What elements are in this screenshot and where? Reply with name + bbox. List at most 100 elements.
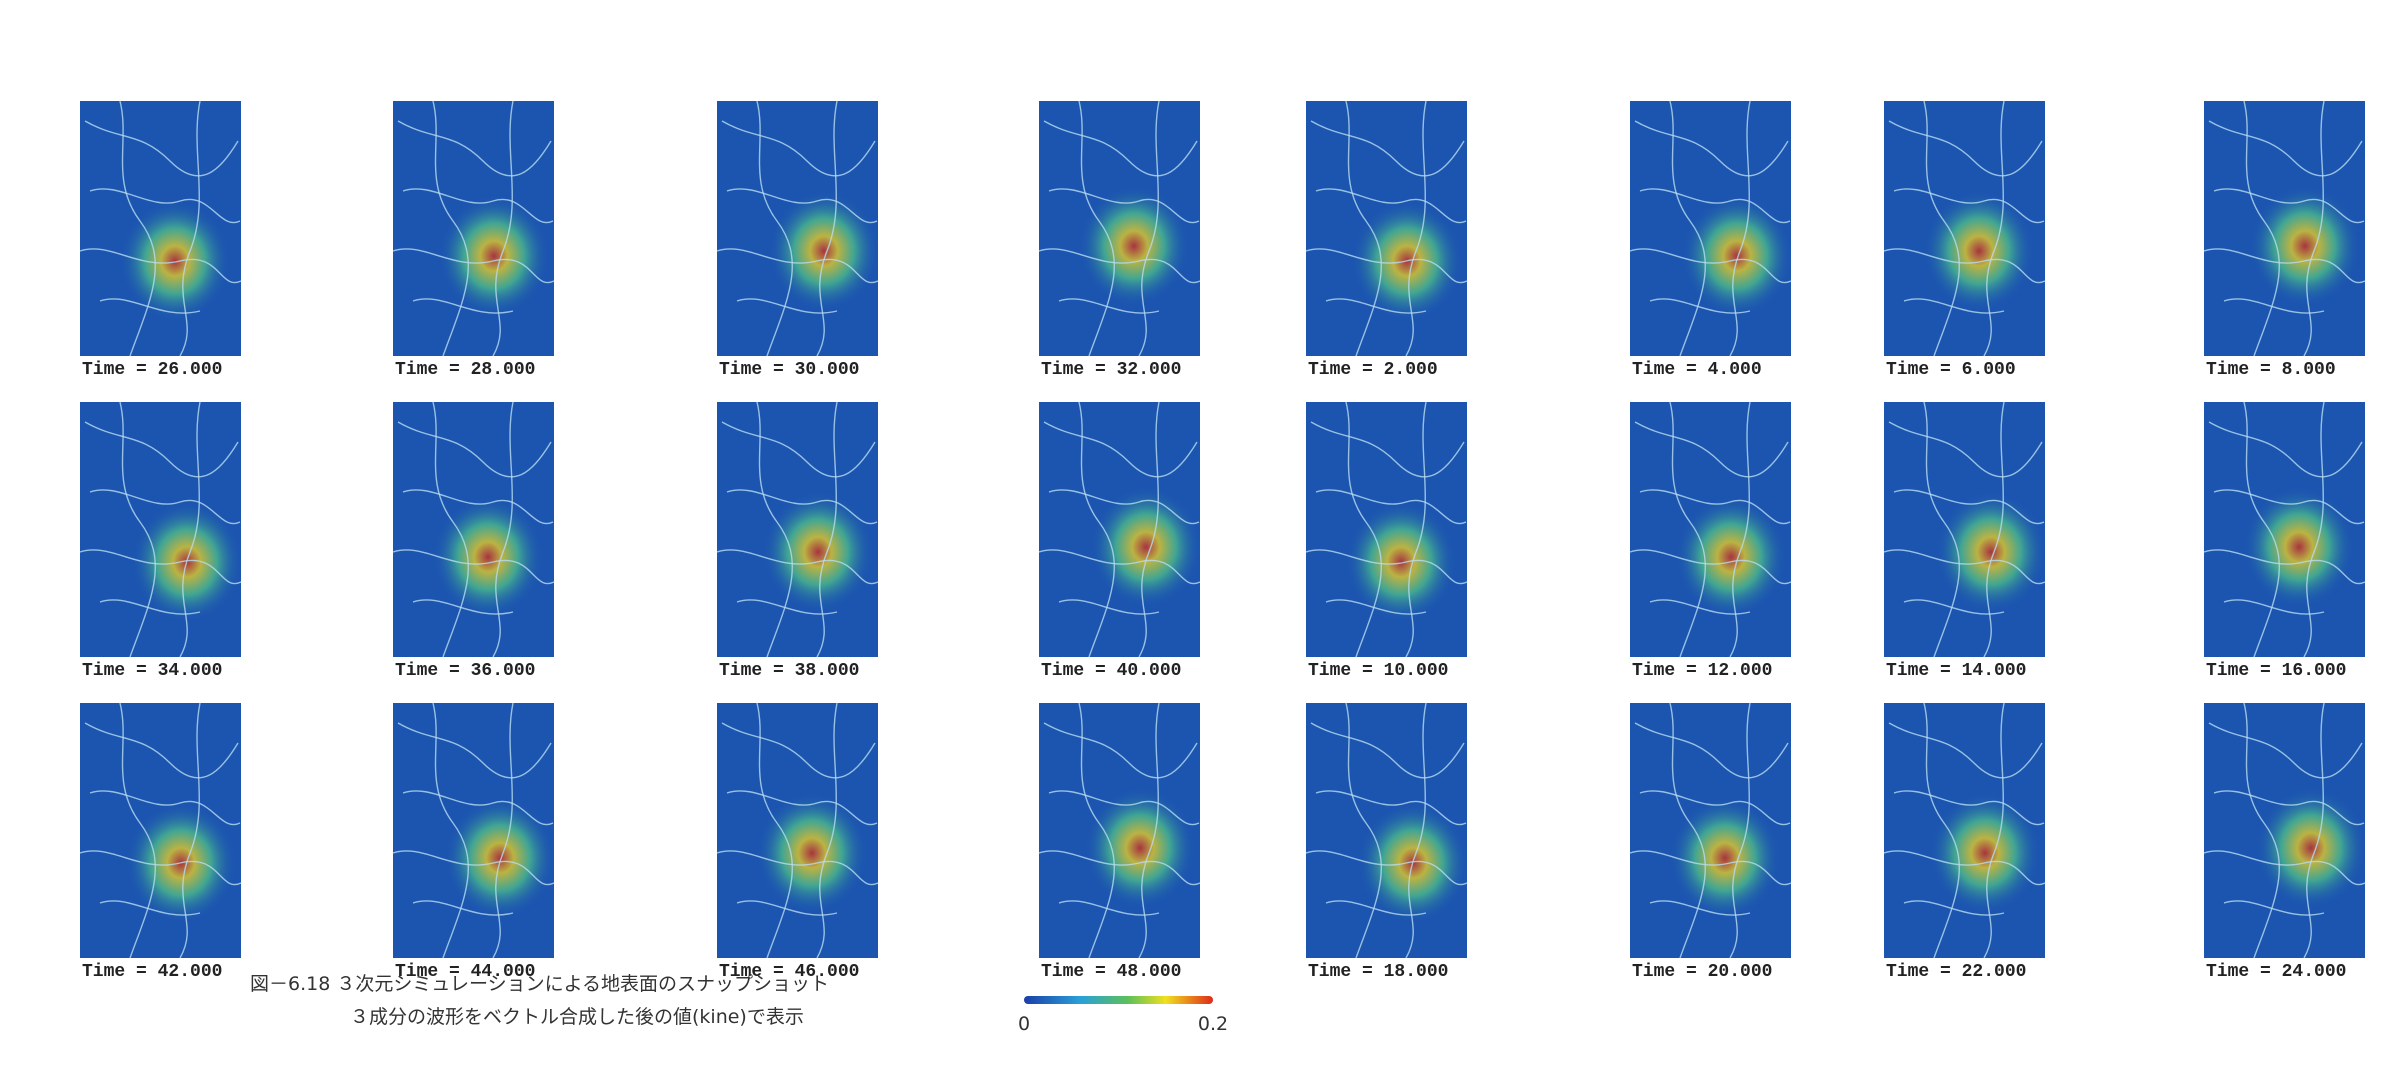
hotspot — [1930, 793, 2040, 913]
river-line — [179, 401, 201, 658]
river-line — [99, 599, 201, 615]
river-line — [716, 248, 879, 284]
river-line — [1669, 100, 1706, 357]
river-line — [721, 120, 876, 177]
time-label: Time = 38.000 — [719, 661, 859, 681]
river-line — [1325, 298, 1427, 314]
snapshot: Time = 8.000 — [2203, 100, 2366, 380]
river-line — [412, 298, 514, 314]
hotspot — [1682, 196, 1792, 316]
river-line — [1038, 850, 1201, 886]
time-label: Time = 30.000 — [719, 360, 859, 380]
snapshot: Time = 26.000 — [79, 100, 242, 380]
river-line — [1078, 401, 1115, 658]
river-line — [1669, 401, 1706, 658]
time-label: Time = 16.000 — [2206, 661, 2346, 681]
river-line — [84, 421, 239, 478]
river-line — [397, 722, 552, 779]
river-line — [1315, 489, 1467, 525]
river-line — [2208, 722, 2363, 779]
river-line — [99, 900, 201, 916]
hotspot — [120, 201, 230, 321]
snapshot: Time = 44.000 — [392, 702, 555, 982]
river-line — [2223, 900, 2325, 916]
snapshot: Time = 48.000 — [1038, 702, 1201, 982]
river-line — [1405, 401, 1427, 658]
river-line — [1983, 401, 2005, 658]
river-line — [179, 702, 201, 959]
river-line — [1639, 489, 1791, 525]
snapshot: Time = 22.000 — [1883, 702, 2046, 982]
river-line — [2203, 850, 2366, 886]
hotspot — [2244, 487, 2354, 607]
river-line — [736, 298, 838, 314]
time-label: Time = 18.000 — [1308, 962, 1448, 982]
river-line — [1405, 702, 1427, 959]
river-line — [2243, 702, 2280, 959]
river-line — [392, 248, 555, 284]
snapshot: Time = 30.000 — [716, 100, 879, 380]
river-line — [736, 900, 838, 916]
snapshot: Time = 18.000 — [1305, 702, 1468, 982]
river-line — [736, 599, 838, 615]
snapshot: Time = 2.000 — [1305, 100, 1468, 380]
river-line — [2243, 401, 2280, 658]
river-line — [716, 850, 879, 886]
river-line — [492, 401, 514, 658]
river-line — [1923, 702, 1960, 959]
hotspot — [1936, 492, 2046, 612]
river-line — [179, 100, 201, 357]
river-line — [1669, 702, 1706, 959]
river-line — [1315, 188, 1467, 224]
time-label: Time = 44.000 — [395, 962, 535, 982]
time-label: Time = 24.000 — [2206, 962, 2346, 982]
river-line — [1305, 248, 1468, 284]
snapshot: Time = 10.000 — [1305, 401, 1468, 681]
river-line — [432, 702, 469, 959]
river-line — [1058, 298, 1160, 314]
river-line — [119, 100, 156, 357]
time-label: Time = 6.000 — [1886, 360, 2016, 380]
river-line — [1405, 100, 1427, 357]
river-line — [84, 120, 239, 177]
river-line — [756, 702, 793, 959]
river-line — [1634, 722, 1789, 779]
river-line — [1138, 100, 1160, 357]
river-line — [2213, 188, 2365, 224]
river-line — [402, 790, 554, 826]
time-label: Time = 28.000 — [395, 360, 535, 380]
colorbar — [1024, 996, 1213, 1004]
river-line — [2223, 599, 2325, 615]
time-label: Time = 20.000 — [1632, 962, 1772, 982]
river-line — [2303, 702, 2325, 959]
time-label: Time = 26.000 — [82, 360, 222, 380]
snapshot: Time = 16.000 — [2203, 401, 2366, 681]
river-line — [1893, 489, 2045, 525]
river-line — [397, 120, 552, 177]
time-label: Time = 46.000 — [719, 962, 859, 982]
river-line — [1325, 900, 1427, 916]
hotspot — [1346, 502, 1456, 622]
river-line — [1888, 120, 2043, 177]
snapshot: Time = 42.000 — [79, 702, 242, 982]
river-line — [1315, 790, 1467, 826]
snapshot: Time = 38.000 — [716, 401, 879, 681]
river-line — [432, 100, 469, 357]
snapshot: Time = 24.000 — [2203, 702, 2366, 982]
river-line — [1888, 421, 2043, 478]
snapshot: Time = 6.000 — [1883, 100, 2046, 380]
river-line — [412, 599, 514, 615]
river-line — [1983, 100, 2005, 357]
river-line — [1923, 100, 1960, 357]
river-line — [1043, 421, 1198, 478]
river-line — [412, 900, 514, 916]
river-line — [99, 298, 201, 314]
river-line — [89, 790, 241, 826]
river-line — [1078, 702, 1115, 959]
river-line — [726, 489, 878, 525]
river-line — [492, 100, 514, 357]
river-line — [1629, 549, 1792, 585]
river-line — [1639, 188, 1791, 224]
river-line — [816, 401, 838, 658]
river-line — [79, 850, 242, 886]
